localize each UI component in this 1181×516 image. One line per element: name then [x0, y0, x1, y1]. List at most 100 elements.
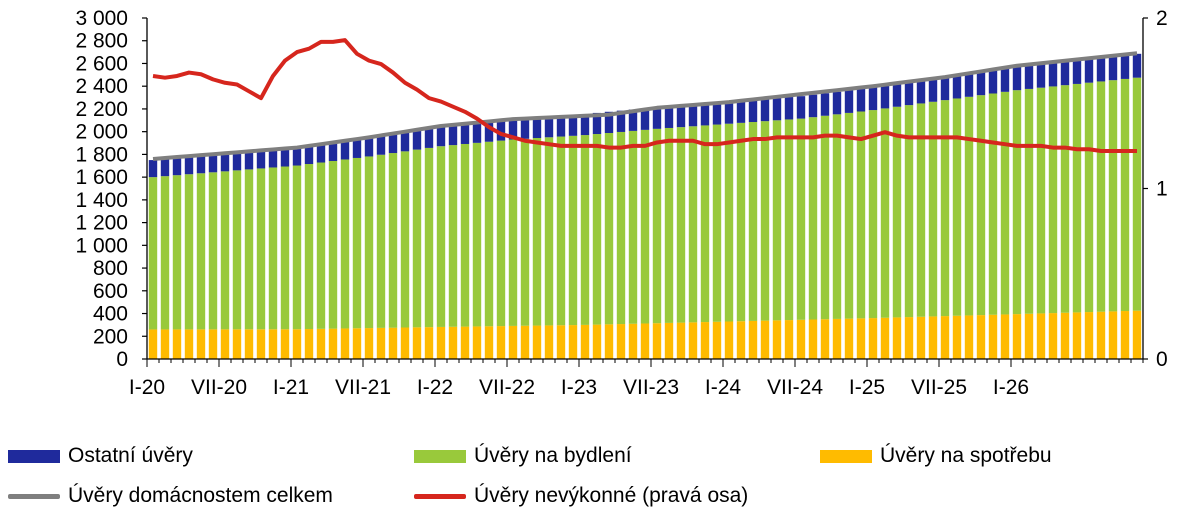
bar-spotreba-53	[784, 320, 794, 359]
bar-bydleni-40	[628, 130, 638, 324]
bar-bydleni-19	[376, 154, 386, 328]
bar-ostatni-38	[604, 111, 614, 133]
bar-ostatni-26	[460, 124, 470, 144]
bar-spotreba-28	[484, 326, 494, 359]
x-tick-label-5: VII-22	[479, 376, 535, 399]
x-tick-label-6: I-23	[561, 376, 597, 399]
bar-bydleni-34	[556, 136, 566, 326]
bar-ostatni-24	[436, 126, 446, 147]
bar-bydleni-1	[160, 176, 170, 330]
bar-bydleni-36	[580, 135, 590, 325]
bar-spotreba-20	[388, 327, 398, 359]
bar-ostatni-41	[640, 108, 650, 130]
bar-ostatni-34	[556, 115, 566, 137]
bar-bydleni-2	[172, 175, 182, 330]
right-tick-label-2: 0	[1156, 348, 1168, 371]
bar-spotreba-65	[928, 316, 938, 359]
left-tick-label-15: 0	[116, 348, 128, 371]
bar-ostatni-77	[1072, 60, 1082, 84]
bar-ostatni-82	[1132, 53, 1142, 78]
bar-ostatni-8	[244, 152, 254, 170]
bar-spotreba-37	[592, 324, 602, 359]
bar-ostatni-60	[868, 87, 878, 111]
bar-bydleni-53	[784, 119, 794, 321]
bar-ostatni-52	[772, 97, 782, 121]
x-tick-label-0: I-20	[129, 376, 165, 399]
bar-bydleni-25	[448, 145, 458, 327]
bar-spotreba-25	[448, 326, 458, 359]
bar-ostatni-50	[748, 99, 758, 123]
bar-spotreba-48	[724, 321, 734, 359]
bar-bydleni-24	[436, 146, 446, 327]
bar-spotreba-64	[916, 316, 926, 359]
legend-item-ostatni: Ostatní úvěry	[8, 438, 193, 474]
bar-spotreba-47	[712, 321, 722, 359]
bar-bydleni-28	[484, 141, 494, 327]
bar-spotreba-30	[508, 325, 518, 359]
bar-ostatni-44	[676, 105, 686, 128]
bar-bydleni-56	[820, 115, 830, 320]
bar-bydleni-39	[616, 131, 626, 325]
bar-ostatni-81	[1120, 55, 1130, 79]
bar-spotreba-24	[436, 326, 446, 359]
bar-spotreba-31	[520, 325, 530, 359]
bar-ostatni-48	[724, 101, 734, 124]
bar-spotreba-41	[640, 323, 650, 359]
bar-spotreba-10	[268, 329, 278, 359]
left-tick-label-0: 3 000	[75, 7, 128, 30]
bar-bydleni-64	[916, 103, 926, 317]
bar-bydleni-33	[544, 137, 554, 326]
line-celkem	[152, 51, 1138, 161]
bar-spotreba-13	[304, 329, 314, 359]
left-tick-label-1: 2 800	[75, 30, 128, 53]
bar-spotreba-38	[604, 324, 614, 359]
bar-bydleni-29	[496, 140, 506, 327]
x-tick-label-8: I-24	[705, 376, 742, 399]
legend-label-nevykonne: Úvěry nevýkonné (pravá osa)	[474, 484, 749, 507]
bar-spotreba-75	[1048, 313, 1058, 359]
bar-spotreba-43	[664, 322, 674, 359]
bar-bydleni-79	[1096, 81, 1106, 312]
x-tick-label-11: VII-25	[911, 376, 967, 399]
bar-ostatni-43	[664, 106, 674, 128]
bar-bydleni-3	[184, 174, 194, 330]
bar-bydleni-51	[760, 121, 770, 321]
bar-spotreba-55	[808, 319, 818, 359]
bar-spotreba-76	[1060, 312, 1070, 359]
bar-spotreba-73	[1024, 313, 1034, 359]
bar-spotreba-42	[652, 323, 662, 359]
bar-ostatni-40	[628, 109, 638, 131]
left-tick-label-2: 2 600	[75, 52, 128, 75]
x-tick-label-10: I-25	[849, 376, 885, 399]
bar-bydleni-38	[604, 132, 614, 325]
left-tick-label-5: 2 000	[75, 121, 128, 144]
x-tick-label-9: VII-24	[767, 376, 823, 399]
right-tick-label-1: 1	[1156, 178, 1168, 201]
bar-spotreba-36	[580, 324, 590, 359]
left-tick-label-11: 800	[93, 257, 128, 280]
bar-ostatni-47	[712, 102, 722, 125]
legend-line-celkem	[8, 493, 60, 499]
bar-ostatni-22	[412, 130, 422, 150]
bar-ostatni-39	[616, 110, 626, 132]
bar-bydleni-26	[460, 143, 470, 327]
bar-ostatni-21	[400, 132, 410, 152]
bar-ostatni-25	[448, 125, 458, 146]
left-tick-label-9: 1 200	[75, 212, 128, 235]
bar-bydleni-22	[412, 149, 422, 328]
bar-bydleni-52	[772, 120, 782, 321]
bar-spotreba-68	[964, 315, 974, 359]
bar-ostatni-35	[568, 114, 578, 136]
bar-spotreba-63	[904, 317, 914, 359]
bar-bydleni-27	[472, 142, 482, 327]
bar-bydleni-10	[268, 167, 278, 330]
bar-bydleni-81	[1120, 78, 1130, 312]
bar-bydleni-44	[676, 127, 686, 323]
bar-bydleni-58	[844, 112, 854, 319]
bar-ostatni-66	[940, 76, 950, 101]
bar-ostatni-76	[1060, 61, 1070, 86]
bar-ostatni-28	[484, 121, 494, 142]
right-tick-label-0: 2	[1156, 7, 1168, 30]
left-tick-label-6: 1 800	[75, 143, 128, 166]
bar-ostatni-9	[256, 151, 266, 169]
